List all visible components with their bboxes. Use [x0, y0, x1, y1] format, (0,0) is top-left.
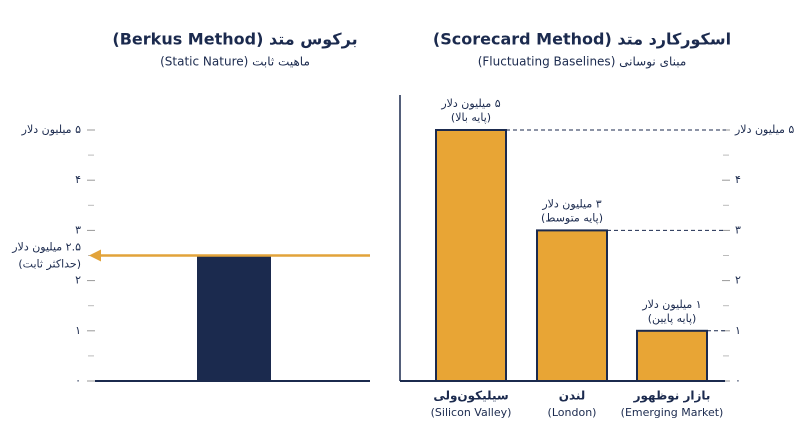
bar-note: (پایه بالا) [451, 111, 491, 124]
y-tick-label: ۱ [75, 324, 81, 337]
bar-note: (پایه پایین) [648, 312, 697, 325]
arrow-head [89, 249, 101, 262]
y-tick-label: ۰ [735, 374, 741, 387]
y-tick-label: ۴ [735, 173, 741, 186]
chart-subtitle: مبنای نوسانی (Fluctuating Baselines) [478, 55, 687, 70]
value-label: ۱ میلیون دلار [641, 298, 701, 311]
y-tick-label: ۳ [735, 223, 741, 236]
bar-note: (پایه متوسط) [541, 211, 603, 224]
bar [536, 229, 608, 382]
value-label: ۵ میلیون دلار [440, 97, 500, 110]
x-tick-label-en: (Emerging Market) [621, 406, 724, 419]
x-tick-label: سیلیکون‌ولی [433, 389, 508, 404]
y-tick-label: ۳ [75, 223, 81, 236]
chart-subtitle: ماهیت ثابت (Static Nature) [160, 55, 310, 69]
y-tick-label: ۰ [75, 374, 81, 387]
annotation-note: (حداکثر ثابت) [18, 258, 81, 271]
y-tick-label: ۱ [735, 324, 741, 337]
x-tick-label-en: (London) [548, 406, 597, 419]
bar [197, 254, 271, 382]
y-tick-label: ۵ میلیون دلار [734, 123, 794, 136]
y-tick-label: ۵ میلیون دلار [21, 123, 81, 136]
y-tick-label: ۲ [75, 274, 81, 287]
bar [435, 129, 507, 382]
x-tick-label-en: (Silicon Valley) [431, 406, 512, 419]
value-label: ۳ میلیون دلار [541, 197, 601, 210]
bar [636, 329, 708, 382]
x-tick-label: بازار نوظهور [633, 389, 711, 404]
x-tick-label: لندن [559, 389, 586, 403]
y-tick-label: ۴ [75, 173, 81, 186]
chart-title: برکوس متد (Berkus Method) [112, 30, 357, 49]
y-tick-label: ۲ [735, 274, 741, 287]
annotation-label: ۲.۵ میلیون دلار [11, 241, 81, 254]
chart-title: اسکورکارد متد (Scorecard Method) [433, 30, 731, 49]
